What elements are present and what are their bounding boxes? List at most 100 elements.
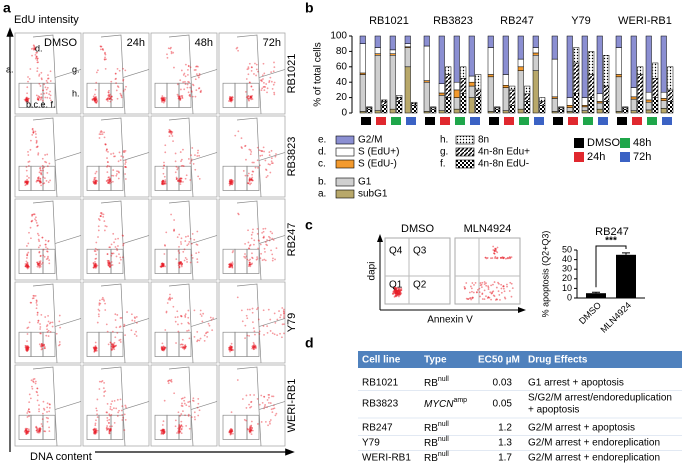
cell-dot [108, 260, 111, 263]
cell-dot [25, 99, 27, 102]
cell-dot [178, 177, 181, 180]
cell-dot [105, 98, 108, 101]
cell-dot [36, 429, 38, 431]
cell-dot [230, 99, 233, 102]
cell-dot [24, 181, 26, 184]
condition-swatch [647, 117, 657, 125]
cell-dot [162, 429, 165, 431]
cell-dot [162, 345, 165, 348]
cell-dot [41, 344, 43, 347]
cell-dot [93, 430, 96, 433]
cell-dot [106, 402, 109, 405]
cell-dot [133, 316, 136, 319]
cell-dot [95, 98, 98, 101]
cell-dot [94, 182, 96, 185]
cell-dot [163, 429, 166, 432]
cell-dot [105, 427, 108, 430]
cell-dot [228, 430, 231, 433]
cell-dot [188, 94, 191, 97]
cell-dot [250, 429, 253, 432]
cell-dot [121, 234, 124, 237]
cell-dot [480, 283, 483, 286]
cell-dot [94, 100, 97, 103]
cell-dot [47, 77, 50, 80]
cell-dot [38, 180, 41, 183]
cell-dot [24, 265, 27, 267]
cell-dot [178, 262, 181, 265]
cell-dot [177, 250, 180, 252]
cell-dot [172, 51, 175, 54]
cell-dot [179, 426, 181, 428]
cell-dot [92, 266, 95, 269]
cell-dot [187, 158, 190, 160]
bar-segment [615, 35, 622, 48]
cell-dot [94, 98, 97, 101]
cell-dot [283, 316, 285, 319]
cell-dot [93, 265, 96, 267]
cell-dot [163, 428, 165, 431]
cell-dot [196, 261, 199, 264]
cell-dot [37, 320, 40, 322]
cell-dot [480, 286, 483, 289]
cell-dot [25, 98, 28, 101]
cell-dot [179, 97, 182, 99]
cell-dot [270, 160, 273, 163]
cell-dot [188, 400, 191, 403]
cell-dot [175, 165, 178, 168]
cell-dot [161, 349, 164, 352]
cell-dot [194, 154, 196, 157]
cell-dot [25, 182, 28, 185]
cell-dot [195, 243, 198, 246]
bar-segment [475, 74, 482, 91]
cell-dot [112, 232, 115, 235]
cell-dot [258, 403, 261, 406]
cell-dot [167, 380, 169, 383]
cell-dot [99, 302, 102, 305]
cell-dot [111, 348, 114, 350]
flow-plot [14, 32, 82, 115]
cell-dot [180, 404, 183, 407]
cell-dot [163, 253, 166, 255]
cell-dot [191, 233, 194, 235]
cell-dot [269, 171, 272, 174]
cell-dot [35, 300, 38, 303]
cell-dot [181, 343, 184, 346]
cell-dot [260, 394, 263, 397]
cell-dot [248, 179, 251, 182]
cell-dot [93, 98, 96, 101]
cell-dot [94, 172, 97, 175]
cell-dot [35, 133, 37, 135]
cell-dot [230, 348, 233, 351]
cell-dot [95, 347, 98, 350]
cell-dot [110, 413, 113, 416]
cell-dot [29, 397, 32, 400]
cell-dot [230, 349, 233, 352]
cell-dot [95, 96, 98, 99]
cell-dot [40, 348, 43, 351]
cell-dot [197, 398, 200, 400]
cell-dot [246, 334, 249, 337]
cell-dot [186, 68, 189, 71]
cell-dot [209, 316, 212, 319]
cell-dot [131, 319, 134, 322]
cell-dot [93, 176, 96, 179]
cell-dot [95, 347, 98, 349]
cell-dot [94, 258, 97, 260]
cell-dot [266, 244, 269, 247]
cell-dot [164, 182, 167, 185]
cell-dot [231, 346, 233, 349]
cell-dot [184, 80, 186, 83]
cell-dot [237, 212, 239, 215]
cell-dot [161, 97, 164, 100]
cell-dot [212, 317, 215, 320]
cell-dot [181, 97, 184, 100]
cell-dot [249, 97, 252, 100]
legend-label: 24h [587, 151, 605, 163]
cell-dot [94, 99, 96, 102]
cell-dot [26, 349, 28, 351]
cell-dot [101, 298, 104, 301]
cell-dot [162, 263, 164, 266]
cell-dot [176, 93, 179, 96]
gate-label: h. [72, 88, 80, 98]
cell-dot [187, 73, 189, 76]
